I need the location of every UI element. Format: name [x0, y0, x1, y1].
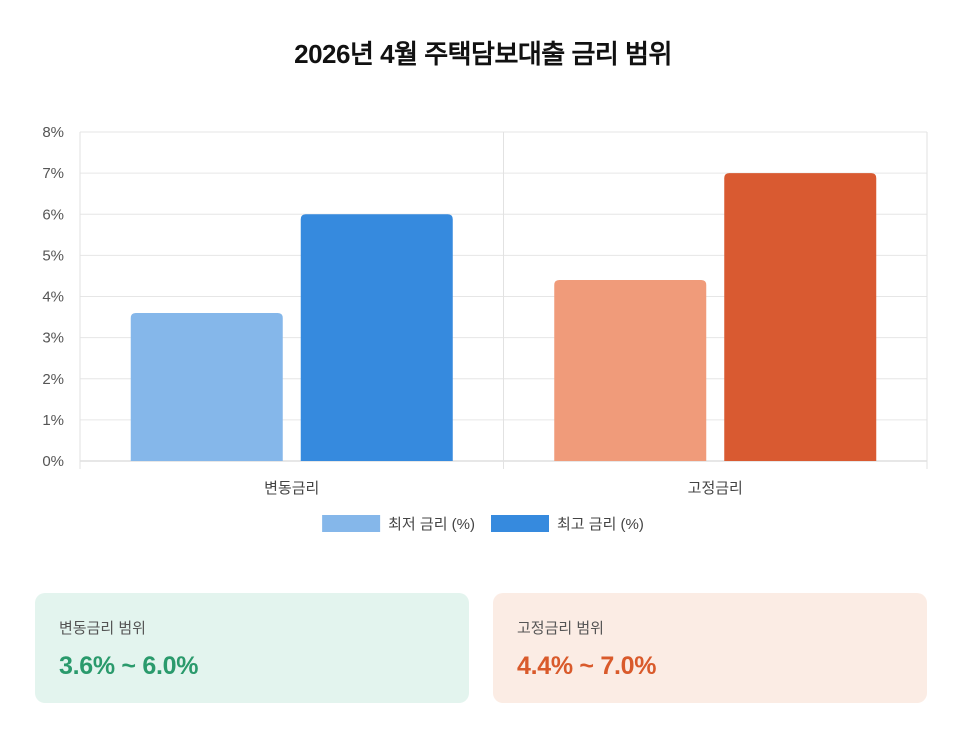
y-tick-label: 5% — [42, 247, 64, 264]
fixed-rate-card: 고정금리 범위 4.4% ~ 7.0% — [493, 593, 927, 703]
bar-고정금리-0 — [554, 280, 707, 461]
x-tick-label: 고정금리 — [688, 480, 743, 497]
y-tick-label: 7% — [42, 165, 64, 182]
y-tick-label: 8% — [42, 124, 64, 141]
y-axis: 0% 1% 2% 3% 4% 5% 6% 7% 8% — [42, 124, 64, 470]
variable-rate-label: 변동금리 범위 — [59, 620, 146, 637]
legend-label: 최저 금리 (%) — [388, 516, 475, 533]
y-tick-label: 6% — [42, 206, 64, 223]
bar-chart: 0% 1% 2% 3% 4% 5% 6% 7% 8% 변동금리 고정금리 최저 금리 (%) 최고 … — [42, 124, 928, 533]
fixed-rate-value: 4.4% ~ 7.0% — [517, 652, 657, 680]
bar-변동금리-0 — [130, 312, 283, 461]
y-tick-label: 2% — [42, 371, 64, 388]
y-tick-label: 1% — [42, 412, 64, 429]
bars — [130, 173, 877, 461]
fixed-rate-label: 고정금리 범위 — [517, 620, 604, 637]
y-tick-label: 0% — [42, 453, 64, 470]
legend-swatch — [322, 515, 381, 532]
legend-swatch — [491, 515, 549, 532]
bar-변동금리-1 — [300, 214, 453, 461]
legend-label: 최고 금리 (%) — [557, 516, 644, 533]
bar-고정금리-1 — [724, 173, 877, 461]
variable-rate-card: 변동금리 범위 3.6% ~ 6.0% — [35, 593, 469, 703]
y-tick-label: 4% — [42, 289, 64, 306]
legend: 최저 금리 (%) 최고 금리 (%) — [322, 515, 644, 533]
x-axis: 변동금리 고정금리 — [264, 480, 743, 497]
y-tick-label: 3% — [42, 330, 64, 347]
variable-rate-value: 3.6% ~ 6.0% — [59, 652, 199, 680]
x-tick-label: 변동금리 — [264, 480, 319, 497]
chart-title: 2026년 4월 주택담보대출 금리 범위 — [294, 39, 672, 69]
